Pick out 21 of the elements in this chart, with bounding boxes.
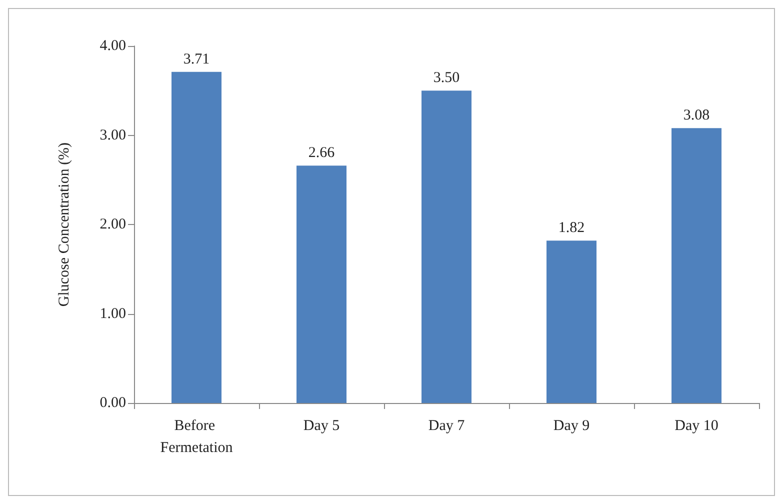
data-label: 2.66 xyxy=(308,145,336,162)
bar xyxy=(172,72,222,403)
x-tick-label: Before Fermetation xyxy=(160,418,234,456)
bar xyxy=(672,128,722,403)
x-tick-label: Day 7 xyxy=(428,418,466,434)
data-label: 1.82 xyxy=(558,220,585,236)
y-tick-label: 1.00 xyxy=(100,306,126,322)
x-tick-label: Day 10 xyxy=(674,418,718,434)
y-tick-label: 0.00 xyxy=(100,395,126,411)
data-label: 3.08 xyxy=(683,108,710,124)
x-tick-label: Day 5 xyxy=(303,418,340,434)
data-label: 3.50 xyxy=(433,70,460,86)
y-tick-label: 2.00 xyxy=(100,216,126,232)
y-tick-label: 4.00 xyxy=(100,38,126,54)
bar xyxy=(296,166,346,403)
y-tick-label: 3.00 xyxy=(100,127,126,144)
bar xyxy=(546,240,596,403)
bar xyxy=(422,90,472,403)
y-axis-title: Glucose Concentration (%) xyxy=(56,142,72,307)
x-tick-label: Day 9 xyxy=(553,418,590,434)
data-label: 3.71 xyxy=(183,51,210,68)
